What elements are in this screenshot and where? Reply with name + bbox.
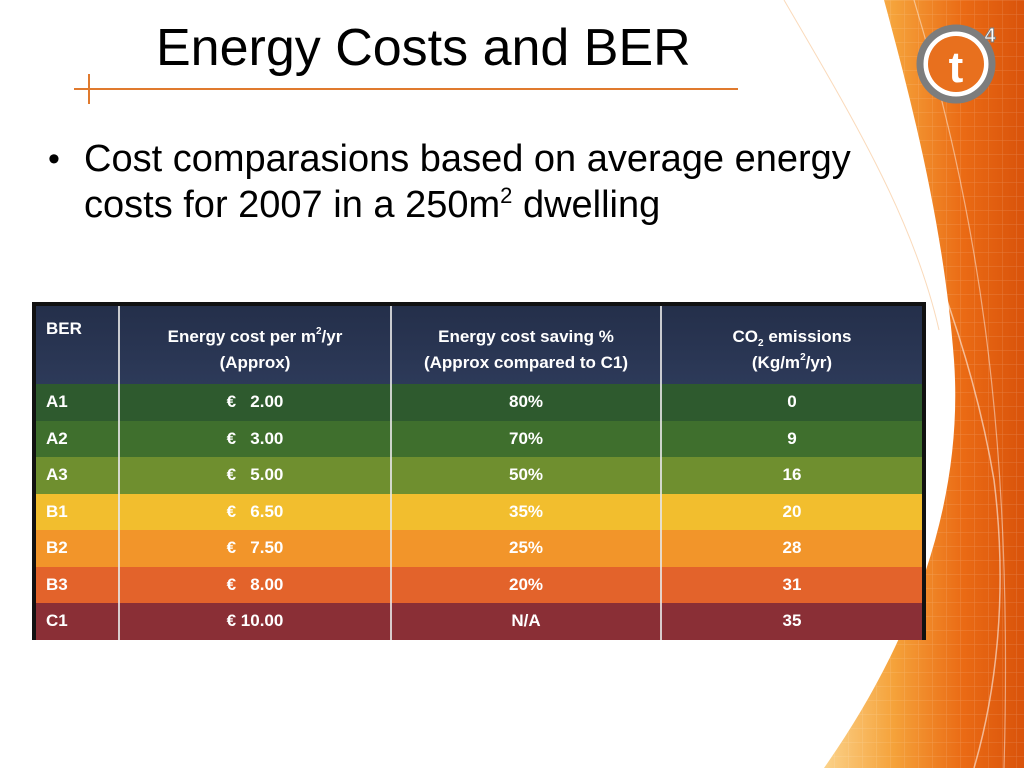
header-co2-emissions: CO2 emissions (Kg/m2/yr) [732,327,852,372]
bullet-dot-icon: • [48,140,60,178]
co2-cell: 16 [782,465,802,485]
ber-cell: C1 [36,603,120,640]
ber-cell: A3 [36,457,120,494]
cost-saving-cell: 70% [392,420,662,457]
table-row: A2 € 3.00 70% 9 [36,420,922,457]
header-energy-cost: Energy cost per m2/yr (Approx) [120,306,392,384]
title-tick-mark [88,74,90,104]
energy-cost-cell: € 7.50 [120,530,392,567]
co2-cell: 31 [782,574,802,594]
energy-cost-cell: € 2.00 [120,384,392,421]
energy-cost-cell: € 6.50 [120,493,392,530]
logo-superscript: 4 [984,25,996,47]
cost-saving-cell: 20% [392,566,662,603]
bullet-superscript: 2 [500,183,513,208]
bullet-text-end: dwelling [512,184,661,226]
co2-cell: 35 [782,611,802,631]
co2-cell: 20 [782,501,802,521]
table-row: B2 € 7.50 25% 28 [36,530,922,567]
slide-title: Energy Costs and BER [156,19,691,77]
ber-cell: A2 [36,420,120,457]
ber-cell: B2 [36,530,120,567]
table-row: B3 € 8.00 20% 31 [36,566,922,603]
header-ber: BER [36,306,120,384]
header-cost-saving: Energy cost saving % (Approx compared to… [392,306,662,384]
energy-cost-cell: € 10.00 [120,603,392,640]
energy-cost-cell: € 3.00 [120,420,392,457]
bullet-text: Cost comparasions based on average energ… [84,136,928,228]
bullet-point: • Cost comparasions based on average ene… [48,136,928,228]
title-underline [74,88,738,90]
cost-saving-cell: 25% [392,530,662,567]
energy-cost-cell: € 8.00 [120,566,392,603]
cost-saving-cell: 50% [392,457,662,494]
table-row: A1 € 2.00 80% 0 [36,384,922,421]
table-row: A3 € 5.00 50% 16 [36,457,922,494]
t4-logo-icon: t 4 [916,18,1002,104]
ber-cost-table: BER Energy cost per m2/yr (Approx) Energ… [32,302,926,640]
co2-cell: 0 [787,392,797,412]
energy-cost-cell: € 5.00 [120,457,392,494]
cost-saving-cell: 35% [392,493,662,530]
co2-cell: 28 [782,538,802,558]
cost-saving-cell: 80% [392,384,662,421]
logo-letter: t [949,43,964,92]
table-header-row: BER Energy cost per m2/yr (Approx) Energ… [36,306,922,384]
ber-cell: A1 [36,384,120,421]
table-row: B1 € 6.50 35% 20 [36,493,922,530]
ber-cell: B1 [36,493,120,530]
cost-saving-cell: N/A [392,603,662,640]
co2-cell: 9 [787,428,797,448]
ber-cell: B3 [36,566,120,603]
table-row: C1 € 10.00 N/A 35 [36,603,922,640]
bullet-text-main: Cost comparasions based on average energ… [84,138,851,226]
